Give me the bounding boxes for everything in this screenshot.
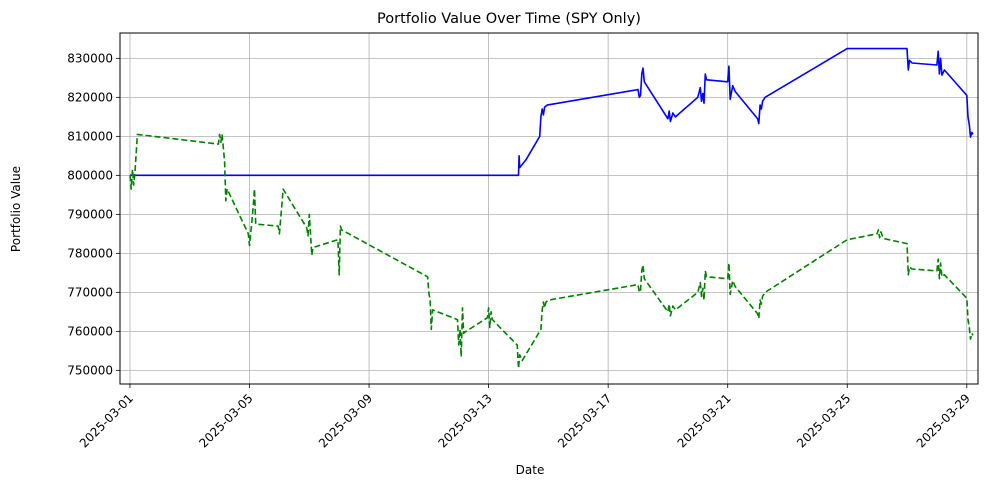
y-tick-label: 800000 bbox=[67, 168, 113, 182]
chart-title: Portfolio Value Over Time (SPY Only) bbox=[377, 11, 641, 27]
y-tick-label: 830000 bbox=[67, 51, 113, 65]
x-tick-label: 2025-03-29 bbox=[914, 391, 973, 450]
x-tick-label: 2025-03-09 bbox=[316, 391, 375, 450]
x-tick-label: 2025-03-21 bbox=[675, 391, 734, 450]
x-tick-label: 2025-03-13 bbox=[436, 391, 495, 450]
x-axis-ticks: 2025-03-01 2025-03-05 2025-03-09 2025-03-13… bbox=[77, 384, 973, 450]
y-tick-label: 810000 bbox=[67, 129, 113, 143]
plot-frame bbox=[119, 32, 979, 385]
x-tick-label: 2025-03-25 bbox=[794, 391, 853, 450]
x-axis-label: Date bbox=[516, 463, 545, 477]
x-tick-label: 2025-03-05 bbox=[196, 391, 255, 450]
y-tick-label: 820000 bbox=[67, 90, 113, 104]
x-tick-label: 2025-03-17 bbox=[555, 391, 614, 450]
y-tick-label: 780000 bbox=[67, 246, 113, 260]
series-layer bbox=[129, 47, 974, 370]
y-tick-label: 760000 bbox=[67, 324, 113, 338]
y-tick-label: 770000 bbox=[67, 285, 113, 299]
y-axis-label: Portfolio Value bbox=[9, 166, 23, 252]
y-tick-label: 750000 bbox=[67, 363, 113, 377]
series-line-2 bbox=[129, 133, 974, 370]
y-tick-label: 790000 bbox=[67, 207, 113, 221]
y-axis-ticks: 750000 760000 770000 780000 790000 800000 8100… bbox=[67, 51, 120, 377]
grid-lines bbox=[120, 33, 978, 384]
series-line-1 bbox=[130, 47, 974, 177]
x-tick-label: 2025-03-01 bbox=[77, 391, 136, 450]
